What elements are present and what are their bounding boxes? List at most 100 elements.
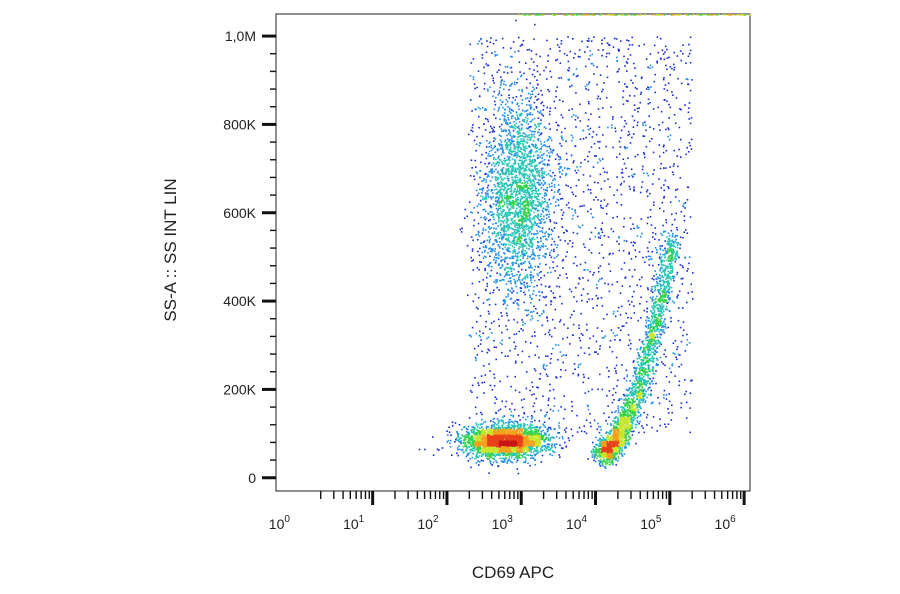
event-dot bbox=[476, 451, 479, 454]
event-dot bbox=[498, 108, 500, 110]
event-dot bbox=[508, 162, 510, 164]
event-dot bbox=[513, 237, 515, 240]
event-dot bbox=[485, 289, 487, 292]
event-dot bbox=[530, 274, 532, 277]
event-dot bbox=[466, 441, 469, 443]
event-dot bbox=[530, 125, 532, 128]
event-dot bbox=[515, 262, 517, 264]
event-dot bbox=[558, 454, 560, 456]
event-dot bbox=[544, 232, 546, 235]
event-dot bbox=[513, 274, 516, 277]
event-dot bbox=[517, 271, 520, 273]
event-dot bbox=[547, 138, 550, 140]
event-dot bbox=[531, 205, 533, 208]
event-dot bbox=[536, 442, 538, 445]
event-dot bbox=[520, 210, 522, 213]
event-dot bbox=[548, 210, 550, 213]
event-dot bbox=[545, 231, 548, 233]
event-dot bbox=[526, 450, 528, 452]
event-dot bbox=[496, 438, 498, 441]
event-dot bbox=[518, 226, 520, 229]
event-dot bbox=[507, 273, 509, 276]
event-dot bbox=[455, 438, 457, 441]
event-dot bbox=[460, 441, 462, 444]
event-dot bbox=[524, 211, 526, 214]
event-dot bbox=[525, 110, 528, 112]
event-dot bbox=[524, 173, 527, 176]
event-dot bbox=[523, 433, 526, 435]
event-dot bbox=[510, 201, 512, 204]
event-dot bbox=[506, 425, 509, 427]
event-dot bbox=[485, 157, 488, 160]
event-dot bbox=[488, 263, 490, 266]
event-dot bbox=[463, 439, 466, 441]
event-dot bbox=[551, 436, 553, 438]
event-dot bbox=[516, 186, 518, 188]
event-dot bbox=[534, 177, 536, 180]
event-dot bbox=[535, 126, 538, 129]
event-dot bbox=[507, 146, 509, 148]
event-dot bbox=[496, 171, 499, 174]
event-dot bbox=[553, 240, 556, 243]
event-dot bbox=[513, 202, 516, 205]
event-dot bbox=[501, 200, 503, 202]
event-dot bbox=[530, 233, 533, 235]
event-dot bbox=[549, 219, 551, 221]
event-dot bbox=[534, 165, 536, 167]
event-dot bbox=[497, 157, 500, 159]
event-dot bbox=[517, 196, 519, 199]
event-dot bbox=[524, 146, 527, 148]
event-dot bbox=[527, 127, 530, 129]
event-dot bbox=[523, 139, 525, 141]
event-dot bbox=[474, 433, 477, 435]
event-dot bbox=[534, 136, 536, 138]
event-dot bbox=[516, 242, 519, 244]
event-dot bbox=[561, 137, 563, 139]
event-dot bbox=[486, 435, 489, 438]
event-dot bbox=[517, 436, 520, 439]
event-dot bbox=[509, 244, 512, 246]
event-dot bbox=[504, 449, 506, 452]
event-dot bbox=[533, 450, 536, 452]
event-dot bbox=[480, 433, 483, 435]
event-dot bbox=[493, 156, 495, 159]
event-dot bbox=[530, 203, 533, 205]
event-dot bbox=[504, 66, 507, 68]
event-dot bbox=[514, 99, 516, 101]
event-dot bbox=[540, 205, 542, 208]
event-dot bbox=[512, 173, 514, 175]
event-dot bbox=[508, 110, 511, 113]
event-dot bbox=[495, 252, 497, 255]
event-dot bbox=[514, 249, 516, 251]
event-dot bbox=[524, 110, 526, 113]
event-dot bbox=[467, 434, 469, 436]
event-dot bbox=[523, 301, 525, 304]
event-dot bbox=[528, 232, 531, 234]
event-dot bbox=[559, 444, 561, 447]
event-dot bbox=[501, 216, 504, 219]
event-dot bbox=[557, 124, 560, 127]
event-dot bbox=[515, 19, 517, 22]
event-dot bbox=[511, 273, 513, 275]
event-dot bbox=[524, 446, 526, 449]
event-dot bbox=[521, 102, 523, 105]
event-dot bbox=[534, 215, 537, 217]
event-dot bbox=[540, 446, 543, 448]
event-dot bbox=[514, 251, 517, 253]
event-dot bbox=[548, 443, 551, 446]
event-dot bbox=[502, 211, 504, 213]
event-dot bbox=[544, 200, 546, 203]
event-dot bbox=[521, 163, 523, 165]
event-dot bbox=[513, 242, 515, 244]
event-dot bbox=[526, 109, 529, 112]
event-dot bbox=[493, 259, 495, 261]
event-dot bbox=[518, 424, 521, 426]
event-dot bbox=[518, 159, 520, 162]
event-dot bbox=[505, 238, 507, 240]
event-dot bbox=[477, 439, 480, 441]
event-dot bbox=[476, 86, 478, 89]
event-dot bbox=[505, 168, 508, 171]
event-dot bbox=[482, 257, 485, 260]
event-dot bbox=[531, 165, 533, 167]
event-dot bbox=[570, 186, 572, 189]
